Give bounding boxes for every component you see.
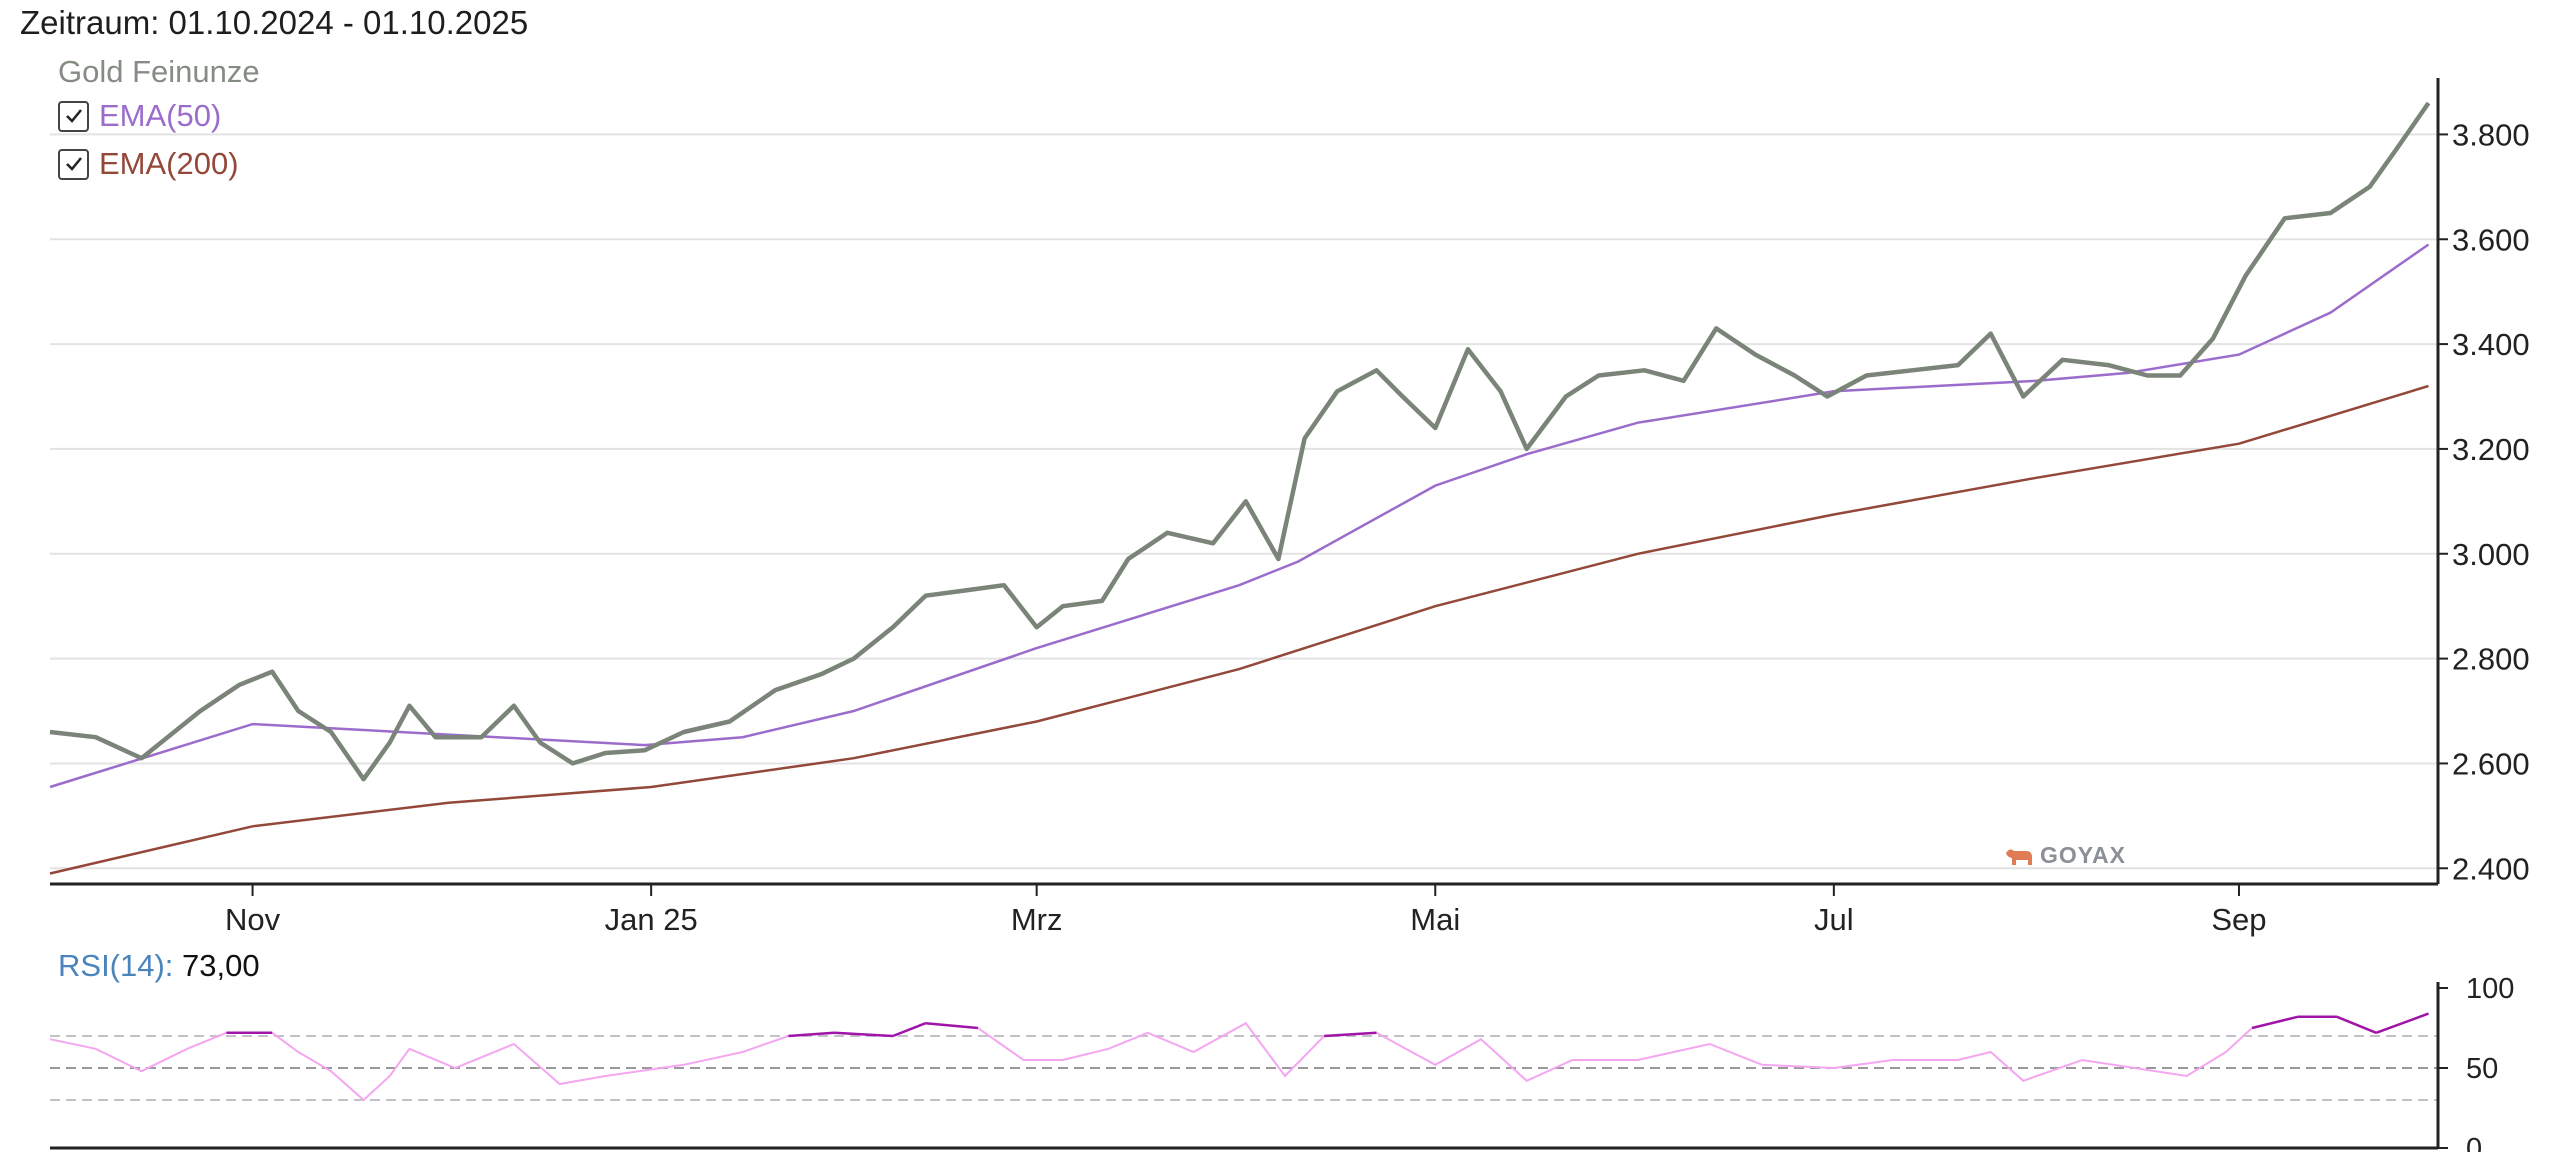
rsi-extreme-segment	[2251, 1015, 2299, 1030]
rsi-extreme-segment	[1324, 1031, 1377, 1038]
legend-toggle-ema200[interactable]: EMA(200)	[58, 146, 239, 182]
price-y-tick-label: 3.000	[2452, 537, 2530, 572]
series-layer	[49, 101, 2431, 1102]
axes	[50, 78, 2448, 1150]
legend-label-ema200: EMA(200)	[99, 146, 239, 181]
x-tick-label: Sep	[2211, 902, 2266, 937]
goyax-watermark: GOYAX	[2004, 842, 2126, 869]
rsi-extreme-segment	[925, 1021, 978, 1030]
rsi-y-tick-label: 50	[2466, 1053, 2498, 1085]
x-tick-label: Nov	[225, 902, 281, 937]
rsi-extreme-segment	[2375, 1012, 2429, 1034]
ema200-line	[49, 384, 2429, 875]
price-y-tick-label: 2.800	[2452, 642, 2530, 677]
bull-logo-icon	[2006, 848, 2032, 865]
rsi-y-tick-label: 100	[2466, 973, 2514, 1005]
rsi-name-label: RSI(14):	[58, 948, 174, 983]
price-y-tick-label: 3.400	[2452, 327, 2530, 362]
legend-instrument-label: Gold Feinunze	[58, 54, 260, 89]
rsi-line	[49, 1012, 2429, 1102]
tick-labels: 2.400 2.600 2.800 3.000 3.200 3.400 3.600 3.800…	[225, 117, 2530, 1152]
rsi-readout: RSI(14): 73,00	[58, 948, 260, 984]
ema50-line	[49, 243, 2430, 789]
price-grid	[50, 133, 2438, 870]
legend-label-ema50: EMA(50)	[99, 98, 222, 133]
rsi-extreme-segment	[2336, 1015, 2377, 1034]
x-tick-label: Jul	[1814, 902, 1854, 937]
watermark-text: GOYAX	[2040, 842, 2126, 868]
rsi-reference-lines	[50, 1035, 2438, 1101]
rsi-y-tick-label: 0	[2466, 1133, 2482, 1152]
x-tick-label: Mrz	[1011, 902, 1063, 937]
rsi-extreme-segment	[892, 1022, 927, 1038]
period-label: Zeitraum: 01.10.2024 - 01.10.2025	[20, 4, 529, 41]
price-y-tick-label: 3.200	[2452, 432, 2530, 467]
price-y-tick-label: 3.800	[2452, 117, 2530, 152]
rsi-extreme-segment	[834, 1031, 893, 1038]
price-y-tick-label: 2.600	[2452, 746, 2530, 781]
price-y-tick-label: 3.600	[2452, 222, 2530, 257]
legend-toggle-ema50[interactable]: EMA(50)	[58, 98, 221, 134]
x-tick-label: Mai	[1410, 902, 1460, 937]
rsi-extreme-segment	[788, 1031, 835, 1038]
price-y-tick-label: 2.400	[2452, 851, 2530, 886]
checkbox-checked-icon[interactable]	[58, 100, 89, 132]
checkbox-checked-icon[interactable]	[58, 148, 89, 180]
gold-price-line	[49, 101, 2431, 782]
x-tick-label: Jan 25	[605, 902, 698, 937]
rsi-value: 73,00	[182, 948, 260, 983]
